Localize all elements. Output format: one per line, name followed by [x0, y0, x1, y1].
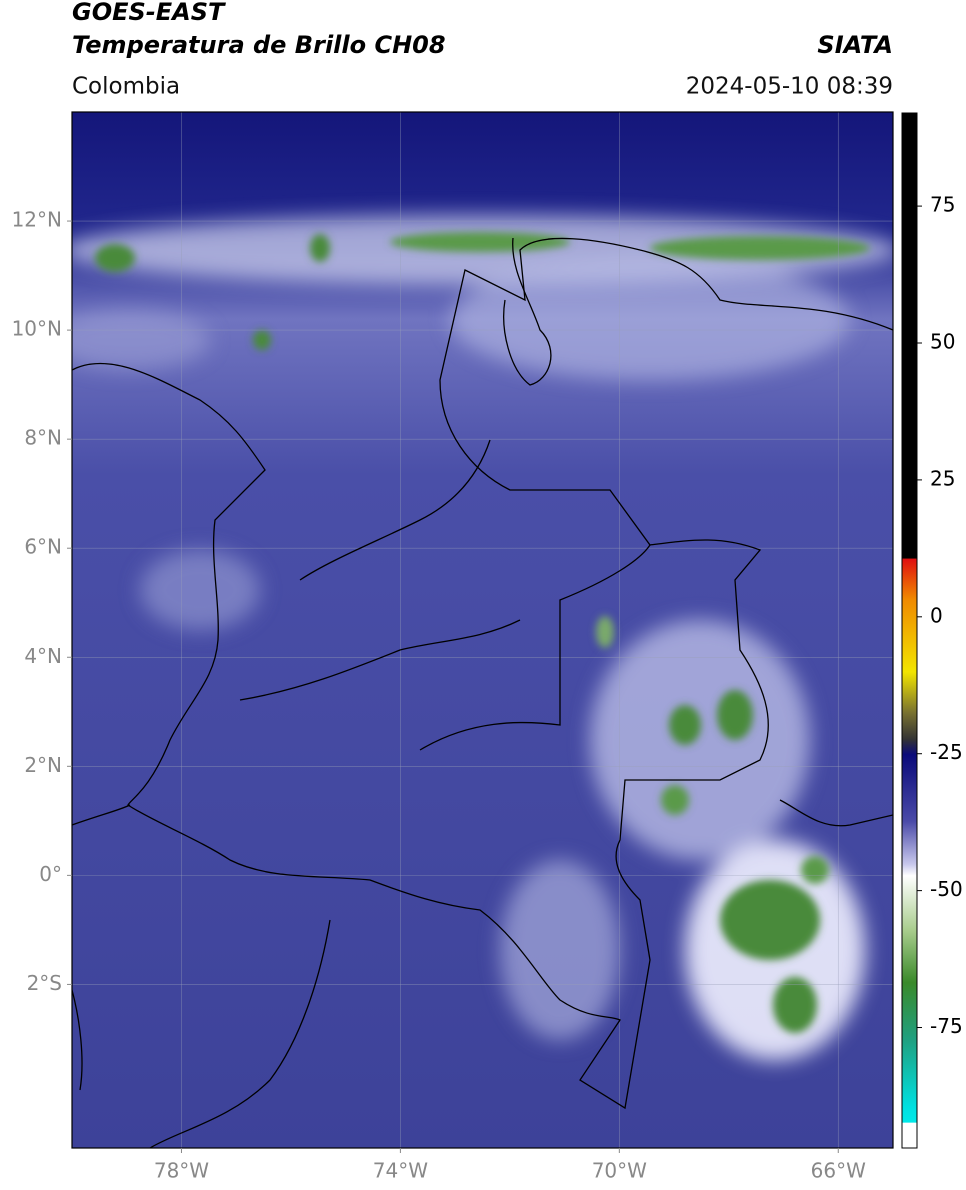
subtitle: Temperatura de Brillo CH08	[72, 31, 446, 59]
y-tick-label: 0°	[39, 862, 62, 886]
colorbar-tick-label: 25	[930, 466, 955, 490]
colorbar-tick-label: 50	[930, 330, 955, 354]
timestamp: 2024-05-10 08:39	[686, 74, 893, 100]
colorbar-tick-label: 75	[930, 193, 955, 217]
colorbar-tick-label: -75	[930, 1014, 963, 1038]
map	[72, 112, 893, 1148]
x-tick-label: 74°W	[373, 1159, 428, 1183]
x-tick-label: 66°W	[811, 1159, 866, 1183]
source: SIATA	[817, 31, 893, 59]
colorbar-tick-label: -50	[930, 877, 963, 901]
region: Colombia	[72, 74, 180, 100]
y-tick-label: 10°N	[12, 317, 62, 341]
colorbar	[901, 112, 918, 1149]
x-tick-label: 78°W	[154, 1159, 209, 1183]
colorbar-tick-label: -25	[930, 740, 963, 764]
cold-cloud-tops	[95, 232, 870, 1033]
y-tick-label: 12°N	[12, 208, 62, 232]
y-tick-label: 2°N	[24, 753, 62, 777]
y-tick-label: 4°N	[24, 644, 62, 668]
y-tick-label: 2°S	[27, 971, 62, 995]
borders	[72, 237, 893, 1148]
y-tick-label: 6°N	[24, 535, 62, 559]
map-frame	[71, 111, 894, 1149]
graticule	[72, 112, 893, 1148]
title: GOES-EAST	[72, 0, 226, 26]
x-tick-label: 70°W	[592, 1159, 647, 1183]
colorbar-tick-label: 0	[930, 603, 943, 627]
y-tick-label: 8°N	[24, 426, 62, 450]
